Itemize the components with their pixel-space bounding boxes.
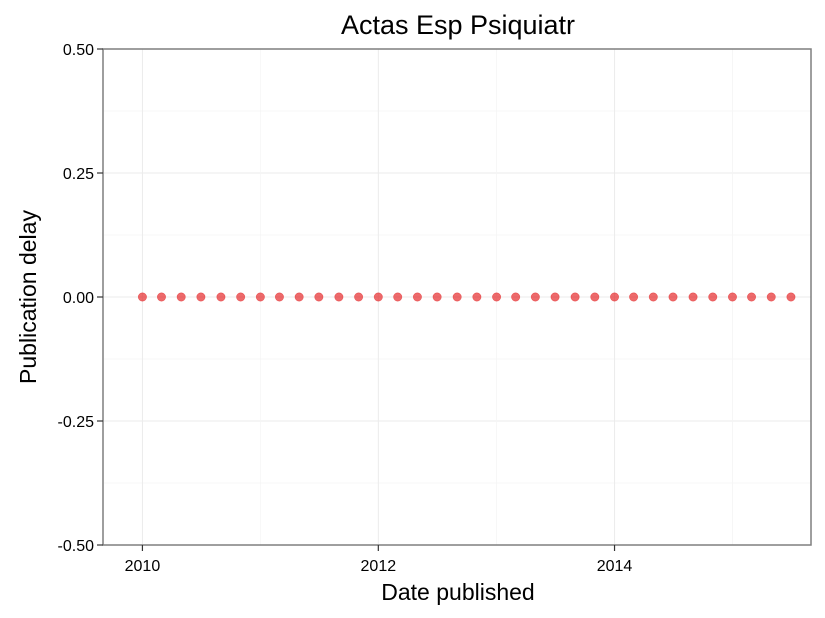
- data-point: [432, 292, 442, 302]
- data-point: [236, 292, 246, 302]
- data-point: [648, 292, 658, 302]
- data-point: [629, 292, 639, 302]
- data-point: [668, 292, 678, 302]
- data-point: [274, 292, 284, 302]
- x-axis-ticks: 2010 2012 2014: [125, 545, 633, 575]
- data-point: [393, 292, 403, 302]
- data-point: [472, 292, 482, 302]
- data-point: [354, 292, 364, 302]
- data-point: [196, 292, 206, 302]
- data-point: [610, 292, 620, 302]
- data-point: [314, 292, 324, 302]
- data-point: [334, 292, 344, 302]
- data-point: [216, 292, 226, 302]
- data-point: [176, 292, 186, 302]
- data-point: [747, 292, 757, 302]
- chart-title: Actas Esp Psiquiatr: [341, 10, 575, 40]
- x-tick-label: 2012: [361, 558, 397, 575]
- y-tick-label: 0.25: [63, 166, 94, 183]
- data-point: [492, 292, 502, 302]
- y-tick-label: -0.25: [58, 414, 95, 431]
- data-point: [708, 292, 718, 302]
- x-tick-label: 2014: [597, 558, 633, 575]
- data-point: [452, 292, 462, 302]
- data-point: [294, 292, 304, 302]
- data-point: [156, 292, 166, 302]
- data-point: [766, 292, 776, 302]
- data-point: [373, 292, 383, 302]
- data-point: [786, 292, 796, 302]
- y-axis-label: Publication delay: [15, 210, 41, 384]
- data-point: [412, 292, 422, 302]
- y-tick-label: 0.50: [63, 42, 94, 59]
- data-point: [511, 292, 521, 302]
- x-axis-label: Date published: [381, 579, 534, 605]
- data-point: [530, 292, 540, 302]
- data-point: [590, 292, 600, 302]
- data-point: [255, 292, 265, 302]
- y-axis-ticks: 0.50 0.25 0.00 -0.25 -0.50: [58, 42, 103, 555]
- data-point: [550, 292, 560, 302]
- data-points: [137, 292, 796, 302]
- data-point: [727, 292, 737, 302]
- y-tick-label: -0.50: [58, 538, 95, 555]
- data-point: [570, 292, 580, 302]
- data-point: [137, 292, 147, 302]
- x-tick-label: 2010: [125, 558, 161, 575]
- y-tick-label: 0.00: [63, 290, 94, 307]
- data-point: [688, 292, 698, 302]
